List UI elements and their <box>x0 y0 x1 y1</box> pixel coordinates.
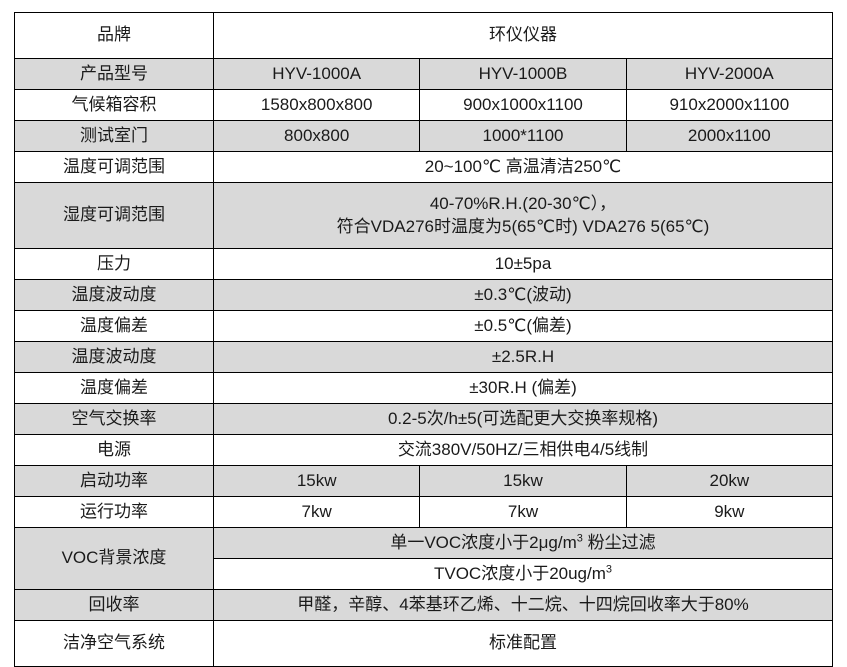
row-value-power-supply: 交流380V/50HZ/三相供电4/5线制 <box>213 434 833 466</box>
cell-door-1000a: 800x800 <box>212 120 421 152</box>
row-value-pressure: 10±5pa <box>213 248 833 280</box>
voc-tvoc-superscript: 3 <box>605 562 613 575</box>
table-row: 洁净空气系统 标准配置 <box>14 620 833 667</box>
table-row: 测试室门 800x800 1000*1100 2000x1100 <box>14 120 834 152</box>
row-label-brand: 品牌 <box>14 12 214 59</box>
cell-model-1000b: HYV-1000B <box>419 58 627 90</box>
row-label-test-door: 测试室门 <box>14 120 214 152</box>
cell-volume-2000a: 910x2000x1100 <box>625 89 834 121</box>
voc-single-suffix: 粉尘过滤 <box>582 532 656 552</box>
row-label-temp-fluctuation: 温度波动度 <box>14 279 214 311</box>
voc-tvoc-prefix: TVOC浓度小于20ug/m <box>433 563 606 583</box>
row-value-recovery-rate: 甲醛，辛醇、4苯基环乙烯、十二烷、十四烷回收率大于80% <box>213 589 833 621</box>
voc-single-superscript: 3 <box>576 531 583 544</box>
cell-running-2000a: 9kw <box>625 496 834 528</box>
row-value-temp-range: 20~100℃ 高温清洁250℃ <box>213 151 833 183</box>
cell-startup-2000a: 20kw <box>625 465 834 497</box>
table-row: VOC背景浓度 单一VOC浓度小于2μg/m3 粉尘过滤 <box>14 527 833 590</box>
row-label-voc-background: VOC背景浓度 <box>14 527 214 590</box>
table-row: 压力 10±5pa <box>14 248 833 280</box>
cell-door-1000b: 1000*1100 <box>419 120 627 152</box>
table-row: 回收率 甲醛，辛醇、4苯基环乙烯、十二烷、十四烷回收率大于80% <box>14 589 833 621</box>
cell-running-1000a: 7kw <box>212 496 421 528</box>
voc-single-prefix: 单一VOC浓度小于2μg/m <box>390 532 577 552</box>
row-label-humidity-fluctuation: 温度波动度 <box>14 341 214 373</box>
row-value-temp-fluctuation: ±0.3℃(波动) <box>213 279 833 311</box>
table-row: 温度偏差 ±0.5℃(偏差) <box>14 310 833 342</box>
row-value-air-exchange-rate: 0.2-5次/h±5(可选配更大交换率规格) <box>213 403 833 435</box>
table-row: 启动功率 15kw 15kw 20kw <box>14 465 834 497</box>
row-label-startup-power: 启动功率 <box>14 465 214 497</box>
row-value-brand: 环仪仪器 <box>213 12 833 59</box>
humidity-line-2: 符合VDA276时温度为5(65℃时) VDA276 5(65℃) <box>336 216 710 236</box>
row-label-running-power: 运行功率 <box>14 496 214 528</box>
row-value-humidity-deviation: ±30R.H (偏差) <box>213 372 833 404</box>
spec-table-body: 品牌 环仪仪器 产品型号 HYV-1000A HYV-1000B HYV-200… <box>14 12 834 667</box>
cell-model-1000a: HYV-1000A <box>212 58 421 90</box>
row-label-temp-deviation: 温度偏差 <box>14 310 214 342</box>
table-row: 电源 交流380V/50HZ/三相供电4/5线制 <box>14 434 833 466</box>
product-specification-table: 品牌 环仪仪器 产品型号 HYV-1000A HYV-1000B HYV-200… <box>14 12 834 667</box>
table-row: 温度可调范围 20~100℃ 高温清洁250℃ <box>14 151 833 183</box>
row-label-pressure: 压力 <box>14 248 214 280</box>
table-row: 气候箱容积 1580x800x800 900x1000x1100 910x200… <box>14 89 834 121</box>
row-label-recovery-rate: 回收率 <box>14 589 214 621</box>
spec-table-container: 品牌 环仪仪器 产品型号 HYV-1000A HYV-1000B HYV-200… <box>14 12 834 667</box>
row-value-humidity-range: 40-70%R.H.(20-30℃）， 符合VDA276时温度为5(65℃时) … <box>213 182 833 249</box>
row-label-chamber-volume: 气候箱容积 <box>14 89 214 121</box>
table-row: 运行功率 7kw 7kw 9kw <box>14 496 834 528</box>
row-label-air-exchange-rate: 空气交换率 <box>14 403 214 435</box>
row-label-clean-air-system: 洁净空气系统 <box>14 620 214 667</box>
cell-startup-1000a: 15kw <box>212 465 421 497</box>
table-row: 湿度可调范围 40-70%R.H.(20-30℃）， 符合VDA276时温度为5… <box>14 182 833 249</box>
table-row: TVOC浓度小于20ug/m3 <box>15 558 833 590</box>
cell-startup-1000b: 15kw <box>419 465 627 497</box>
cell-door-2000a: 2000x1100 <box>625 120 834 152</box>
table-row: 温度偏差 ±30R.H (偏差) <box>14 372 833 404</box>
cell-model-2000a: HYV-2000A <box>625 58 834 90</box>
row-value-humidity-fluctuation: ±2.5R.H <box>213 341 833 373</box>
table-row: 品牌 环仪仪器 <box>14 12 833 59</box>
row-label-temp-range: 温度可调范围 <box>14 151 214 183</box>
cell-running-1000b: 7kw <box>419 496 627 528</box>
row-label-power-supply: 电源 <box>14 434 214 466</box>
row-value-voc-single: 单一VOC浓度小于2μg/m3 粉尘过滤 <box>213 527 833 559</box>
humidity-line-1: 40-70%R.H.(20-30℃）， <box>429 193 617 213</box>
table-row: 空气交换率 0.2-5次/h±5(可选配更大交换率规格) <box>14 403 833 435</box>
row-label-model: 产品型号 <box>14 58 214 90</box>
table-row: 产品型号 HYV-1000A HYV-1000B HYV-2000A <box>14 58 834 90</box>
table-row: 温度波动度 ±2.5R.H <box>14 341 833 373</box>
row-value-clean-air-system: 标准配置 <box>213 620 833 667</box>
row-value-voc-tvoc: TVOC浓度小于20ug/m3 <box>213 558 833 590</box>
row-label-humidity-range: 湿度可调范围 <box>14 182 214 249</box>
cell-volume-1000b: 900x1000x1100 <box>419 89 627 121</box>
cell-volume-1000a: 1580x800x800 <box>212 89 421 121</box>
row-label-humidity-deviation: 温度偏差 <box>14 372 214 404</box>
table-row: 温度波动度 ±0.3℃(波动) <box>14 279 833 311</box>
row-value-temp-deviation: ±0.5℃(偏差) <box>213 310 833 342</box>
